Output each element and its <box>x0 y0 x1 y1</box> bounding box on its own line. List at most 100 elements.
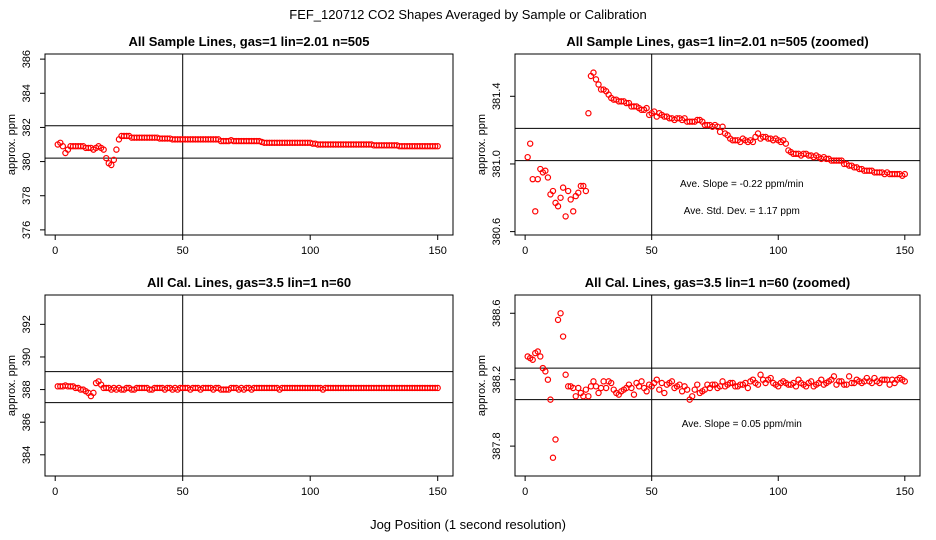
data-point <box>709 381 716 388</box>
x-tick-label: 100 <box>769 486 787 498</box>
data-point <box>744 384 752 392</box>
data-point <box>638 378 645 385</box>
plot-frame <box>44 53 454 236</box>
data-point <box>840 381 848 388</box>
y-tick-label: 384 <box>21 84 33 102</box>
data-point <box>587 383 595 390</box>
data-point <box>567 196 574 203</box>
x-tick-label: 50 <box>646 245 658 257</box>
data-point <box>835 378 843 385</box>
data-point <box>570 208 577 215</box>
data-point <box>100 146 107 153</box>
panel-title: All Cal. Lines, gas=3.5 lin=1 n=60 <box>147 275 351 290</box>
data-point <box>623 99 630 107</box>
data-point <box>534 175 541 183</box>
data-point <box>534 348 541 355</box>
figure-title: FEF_120712 CO2 Shapes Averaged by Sample… <box>289 7 646 22</box>
x-tick-label: 150 <box>429 486 447 498</box>
data-point <box>544 376 552 383</box>
data-point <box>532 208 539 215</box>
data-point <box>590 69 597 76</box>
data-point <box>562 213 569 220</box>
data-point <box>592 383 600 390</box>
data-point <box>559 333 567 340</box>
data-point <box>542 368 549 375</box>
data-point <box>792 383 800 390</box>
data-point <box>537 353 544 360</box>
plot-frame <box>514 294 921 477</box>
panel-title: All Sample Lines, gas=1 lin=2.01 n=505 <box>129 34 370 49</box>
y-tick-label: 382 <box>21 118 33 136</box>
data-point <box>901 170 909 178</box>
data-point <box>643 388 650 395</box>
data-point <box>845 373 853 380</box>
data-point <box>653 376 660 383</box>
chart-panel-2: All Sample Lines, gas=1 lin=2.01 n=505 (… <box>476 34 921 257</box>
data-point <box>719 378 726 385</box>
y-tick-label: 378 <box>21 187 33 205</box>
y-tick-label: 386 <box>21 50 33 68</box>
data-points <box>524 310 909 461</box>
data-point <box>549 454 557 461</box>
y-tick-label: 386 <box>21 413 33 431</box>
data-point <box>754 381 762 388</box>
data-point <box>757 371 764 378</box>
data-point <box>607 379 615 387</box>
data-point <box>597 384 605 392</box>
data-point <box>881 376 888 383</box>
data-points <box>524 69 909 220</box>
data-point <box>807 378 815 385</box>
data-point <box>431 143 439 150</box>
data-point <box>526 140 534 147</box>
x-tick-label: 50 <box>177 486 189 498</box>
y-axis-label: approx. ppm <box>476 114 488 175</box>
y-tick-label: 388.2 <box>491 366 503 394</box>
y-tick-label: 380.6 <box>491 218 503 246</box>
data-point <box>577 182 585 190</box>
data-point <box>835 157 843 164</box>
data-point <box>102 154 110 162</box>
x-tick-label: 50 <box>646 486 658 498</box>
y-tick-label: 387.8 <box>491 432 503 460</box>
data-point <box>562 371 569 378</box>
data-point <box>564 187 572 195</box>
x-tick-label: 0 <box>52 245 58 257</box>
y-tick-label: 392 <box>21 315 33 333</box>
y-tick-label: 388.6 <box>491 300 503 328</box>
data-point <box>542 167 549 174</box>
data-point <box>901 378 909 385</box>
figure-xlabel: Jog Position (1 second resolution) <box>370 517 566 532</box>
x-tick-label: 150 <box>896 245 914 257</box>
data-point <box>683 386 691 393</box>
chart-panel-4: All Cal. Lines, gas=3.5 lin=1 n=60 (zoom… <box>476 275 921 498</box>
data-point <box>782 140 790 147</box>
data-point <box>90 389 97 397</box>
chart-panel-3: All Cal. Lines, gas=3.5 lin=1 n=60 0 50 100… <box>6 275 454 498</box>
data-point <box>600 378 607 385</box>
data-point <box>572 393 579 400</box>
data-point <box>59 143 67 150</box>
data-point <box>726 379 734 387</box>
data-point <box>716 128 724 136</box>
x-tick-label: 0 <box>522 245 528 257</box>
data-point <box>592 76 600 83</box>
data-point <box>108 161 115 169</box>
data-point <box>557 194 564 201</box>
data-point <box>590 378 597 385</box>
data-point <box>547 396 554 403</box>
data-point <box>818 376 825 383</box>
data-point <box>575 189 582 196</box>
data-point <box>694 381 701 388</box>
y-axis-label: approx. ppm <box>6 114 18 175</box>
data-point <box>524 153 531 161</box>
data-point <box>668 378 676 385</box>
data-point <box>580 182 587 190</box>
y-tick-label: 388 <box>21 380 33 398</box>
data-point <box>434 384 441 392</box>
data-point <box>602 384 610 392</box>
data-point <box>691 386 698 393</box>
data-point <box>595 81 602 88</box>
data-point <box>658 379 666 387</box>
annotation-text: Ave. Std. Dev. = 1.17 ppm <box>684 206 800 217</box>
